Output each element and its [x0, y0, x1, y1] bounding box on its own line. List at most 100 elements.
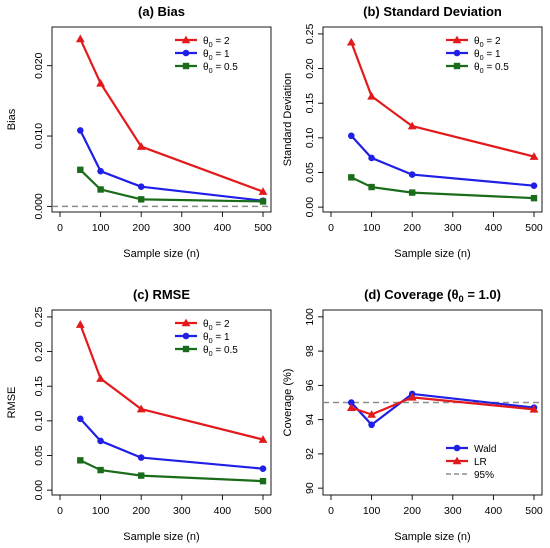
data-point: [530, 182, 538, 189]
chart-panel-2: (c) RMSE Sample size (n) RMSE 0 100 200 300 400…: [6, 287, 272, 543]
data-point: [138, 472, 145, 479]
data-point: [259, 198, 267, 205]
legend-marker: [182, 49, 190, 57]
legend-label-sub: 0: [209, 323, 213, 332]
legend-label-base: θ: [203, 49, 209, 60]
data-point: [368, 154, 375, 162]
legend-label: θ0 = 1: [203, 49, 230, 62]
data-point: [409, 189, 416, 196]
legend-marker: [181, 318, 191, 327]
series-line-0: [350, 41, 535, 158]
data-point: [137, 183, 145, 190]
legend-marker: [182, 332, 190, 340]
y-tick-label: 0.020: [33, 52, 45, 78]
data-point: [77, 127, 84, 134]
series-line-0: [350, 392, 535, 426]
x-tick-label: 500: [525, 505, 543, 517]
legend-label-base: θ: [203, 345, 209, 356]
y-tick-label: 0.10: [33, 410, 45, 431]
x-tick-label: 100: [363, 505, 381, 517]
x-axis-label: Sample size (n): [123, 531, 199, 543]
x-tick-label: 200: [132, 222, 150, 234]
x-tick-label: 200: [403, 505, 421, 517]
data-point: [138, 196, 145, 203]
data-point: [348, 132, 355, 140]
data-point: [259, 477, 267, 485]
data-point: [348, 399, 355, 406]
data-point: [530, 194, 538, 202]
chart-title-sub: 0: [459, 294, 464, 304]
x-axis-label: Sample size (n): [123, 248, 199, 260]
legend-label-base: θ: [203, 319, 209, 330]
chart-title-rest: = 1.0): [464, 287, 501, 302]
y-tick-label: 0.15: [33, 376, 45, 397]
y-tick-label: 0.25: [33, 307, 45, 328]
legend-label-sub: 0: [480, 53, 484, 62]
plot-frame: [51, 26, 272, 213]
data-point: [136, 404, 146, 413]
legend-label: θ0 = 0.5: [203, 62, 238, 75]
legend-marker: [182, 345, 190, 353]
x-tick-label: 200: [132, 505, 150, 517]
data-point: [97, 466, 104, 474]
data-point: [75, 320, 85, 328]
y-tick-label: 92: [304, 448, 316, 460]
legend-label-sub: 0: [209, 53, 213, 62]
legend-label: Wald: [474, 444, 496, 455]
x-tick-label: 300: [444, 505, 462, 517]
data-point: [97, 167, 104, 175]
legend-label-base: θ: [203, 332, 209, 343]
y-tick-label: 0.010: [33, 123, 45, 149]
legend-label-base: θ: [474, 49, 480, 60]
plot-frame: [51, 309, 272, 496]
legend-label: LR: [474, 457, 487, 468]
y-tick-label: 0.00: [33, 480, 45, 501]
series-line-2: [350, 176, 535, 200]
x-tick-label: 0: [328, 505, 334, 517]
legend-label-base: θ: [203, 36, 209, 47]
data-point: [259, 465, 267, 472]
x-tick-label: 0: [328, 222, 334, 234]
legend-label: θ0 = 0.5: [203, 345, 238, 358]
legend-label-sub: 0: [209, 66, 213, 75]
x-tick-label: 400: [485, 222, 503, 234]
legend-label-rest: = 1: [213, 332, 230, 343]
y-tick-label: 0.20: [304, 58, 316, 79]
legend-label-rest: = 2: [213, 36, 230, 47]
series-line-2: [79, 459, 264, 483]
chart-panel-3: (d) Coverage (θ0 = 1.0)Sample size (n)Co…: [282, 287, 543, 543]
y-tick-label: 96: [304, 379, 316, 391]
legend: θ0 = 2θ0 = 1θ0 = 0.5: [175, 318, 238, 358]
data-point: [407, 392, 417, 401]
y-tick-label: 90: [304, 482, 316, 494]
data-point: [368, 421, 375, 429]
data-point: [137, 454, 145, 461]
data-point: [77, 166, 84, 173]
x-tick-label: 200: [403, 222, 421, 234]
data-point: [97, 437, 104, 445]
legend-label-sub: 0: [209, 40, 213, 49]
series-line-1: [350, 396, 535, 416]
series-line-1: [350, 135, 535, 187]
data-point: [408, 171, 416, 178]
legend-label-base: θ: [474, 62, 480, 73]
data-point: [96, 374, 105, 382]
legend-label-sub: 0: [480, 40, 484, 49]
y-axis-label: Bias: [6, 108, 18, 130]
data-point: [368, 183, 375, 191]
legend-label: θ0 = 2: [474, 36, 501, 49]
x-tick-label: 300: [444, 222, 462, 234]
legend-label-sub: 0: [209, 349, 213, 358]
chart-title-base: (d) Coverage (θ: [364, 287, 458, 302]
legend-label: θ0 = 0.5: [474, 62, 509, 75]
legend-label: θ0 = 2: [203, 36, 230, 49]
legend-marker: [453, 49, 461, 57]
x-tick-label: 0: [57, 505, 63, 517]
chart-title: (d) Coverage (θ0 = 1.0): [364, 287, 501, 304]
legend-marker: [453, 444, 461, 452]
y-tick-label: 98: [304, 345, 316, 357]
data-point: [77, 415, 84, 423]
legend-label: θ0 = 1: [203, 332, 230, 345]
x-axis-label: Sample size (n): [394, 531, 470, 543]
y-tick-label: 0.05: [33, 445, 45, 466]
